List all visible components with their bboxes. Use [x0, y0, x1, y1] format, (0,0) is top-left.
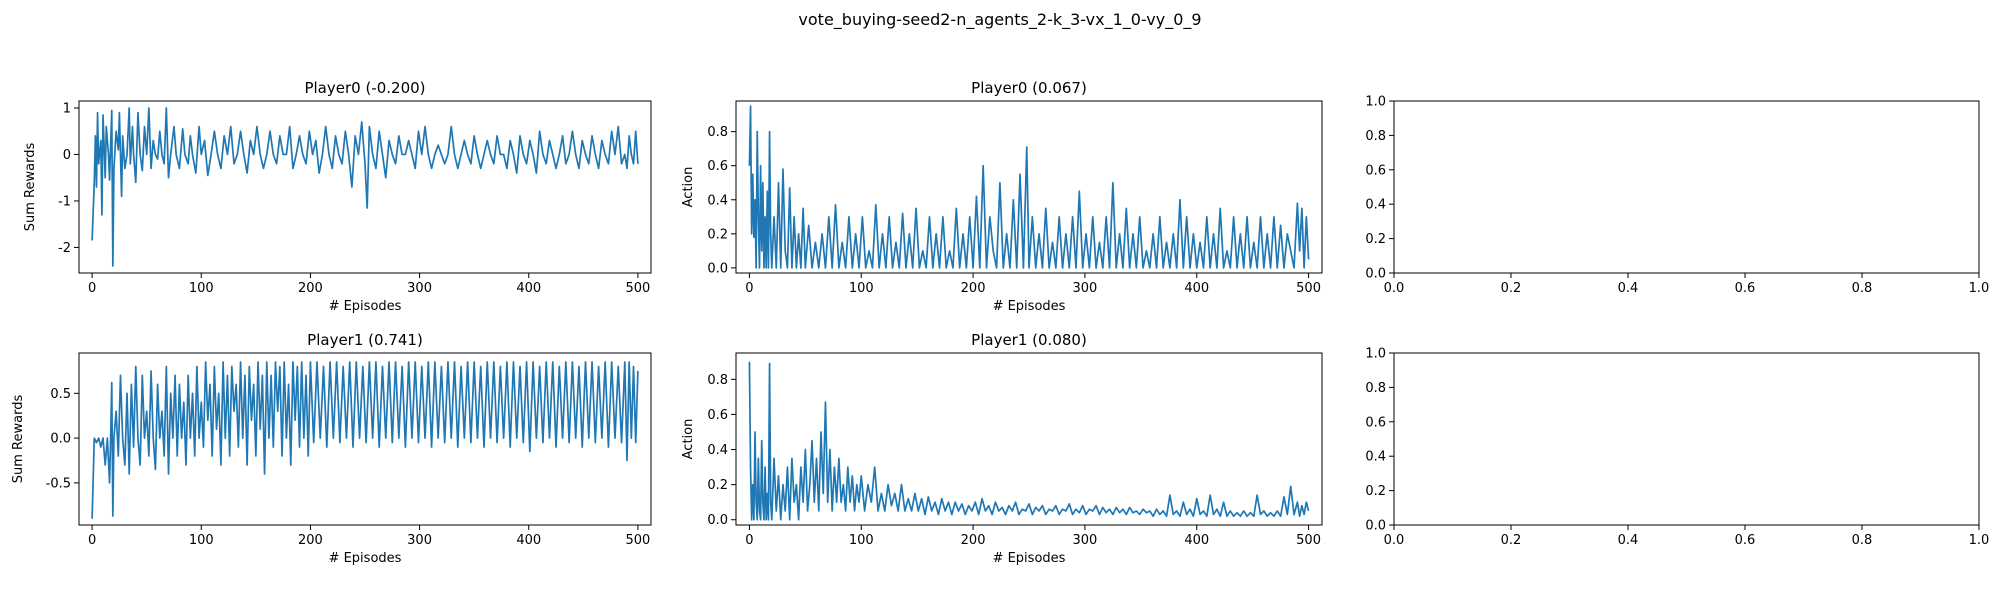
- y-tick-label: -2: [58, 241, 71, 256]
- x-tick-label: 200: [298, 533, 323, 548]
- subplot-empty-top: 0.0 0.2 0.4 0.6 0.8 1.0 0.0 0.2 0.4 0.6 0.8 1.0: [1365, 95, 1989, 297]
- y-tick-label: 0.0: [50, 432, 71, 447]
- x-tick-label: 500: [625, 281, 650, 296]
- series-line-p1-action-0: [748, 361, 1310, 521]
- y-tick-label: 0.4: [707, 443, 728, 458]
- x-tick-label: 400: [516, 281, 541, 296]
- axes-frame: [1393, 352, 1980, 526]
- y-tick-label: 1: [63, 101, 71, 116]
- subplot-title: Player0 (-0.200): [304, 79, 425, 97]
- x-tick-label: 0: [88, 533, 96, 548]
- y-tick-label: 0.5: [50, 387, 71, 402]
- y-tick-label: 0.8: [1365, 129, 1386, 144]
- series-line-p0-action-0: [748, 105, 1310, 269]
- x-tick-label: 0.6: [1735, 281, 1756, 296]
- y-tick-label: 0.4: [1365, 198, 1386, 213]
- x-tick-label: 400: [1184, 533, 1209, 548]
- x-tick-label: 200: [961, 533, 986, 548]
- x-tick-label: 0.6: [1735, 533, 1756, 548]
- x-tick-label: 500: [625, 533, 650, 548]
- y-tick-label: 1.0: [1365, 347, 1386, 362]
- y-tick-label: 0.0: [707, 513, 728, 528]
- y-tick-label: 0.8: [707, 373, 728, 388]
- x-tick-label: 0.8: [1852, 533, 1873, 548]
- x-tick-label: 100: [849, 533, 874, 548]
- y-tick-label: 0.6: [707, 159, 728, 174]
- x-tick-label: 400: [1184, 281, 1209, 296]
- figure-suptitle: vote_buying-seed2-n_agents_2-k_3-vx_1_0-…: [798, 10, 1201, 30]
- axes-frame: [735, 100, 1323, 274]
- x-tick-label: 300: [1073, 281, 1098, 296]
- x-tick-label: 0.4: [1618, 281, 1639, 296]
- y-tick-label: 0.0: [1365, 519, 1386, 534]
- axes-frame: [1393, 100, 1980, 274]
- x-tick-label: 0.2: [1501, 533, 1522, 548]
- x-tick-label: 300: [407, 533, 432, 548]
- x-tick-label: 100: [189, 533, 214, 548]
- x-tick-label: 0: [745, 281, 753, 296]
- axes-frame: [735, 352, 1323, 526]
- subplot-p1-action: 0 100 200 300 400 500 0.0 0.2 0.4 0.6 0.8 Player1 (…: [681, 331, 1323, 566]
- series-line-p1-rewards-0: [91, 361, 639, 519]
- y-tick-label: 0.0: [1365, 267, 1386, 282]
- subplot-p1-rewards: 0 100 200 300 400 500 -0.5 0.0 0.5 Player1 (0.741…: [11, 331, 652, 566]
- x-tick-label: 0.0: [1384, 533, 1405, 548]
- y-axis-label: Sum Rewards: [11, 395, 26, 484]
- x-tick-label: 400: [516, 533, 541, 548]
- y-tick-label: 0.4: [707, 193, 728, 208]
- x-axis-label: # Episodes: [329, 551, 402, 566]
- axes-frame: [78, 100, 652, 274]
- x-tick-label: 0.0: [1384, 281, 1405, 296]
- y-tick-label: 0.0: [707, 261, 728, 276]
- subplot-grid: 0 100 200 300 400 500 -2 -1 0 1 Player0 (-0.200) # …: [11, 79, 1989, 566]
- y-tick-label: -0.5: [46, 476, 71, 491]
- axes-frame: [78, 352, 652, 526]
- x-tick-label: 1.0: [1969, 533, 1990, 548]
- x-axis-label: # Episodes: [993, 551, 1066, 566]
- y-tick-label: 1.0: [1365, 95, 1386, 110]
- x-tick-label: 300: [407, 281, 432, 296]
- series-line-p0-rewards-0: [91, 107, 639, 267]
- y-axis-label: Action: [681, 167, 696, 208]
- y-tick-label: 0.8: [707, 125, 728, 140]
- x-tick-label: 100: [849, 281, 874, 296]
- x-tick-label: 0.8: [1852, 281, 1873, 296]
- y-axis-label: Action: [681, 419, 696, 460]
- x-tick-label: 0: [745, 533, 753, 548]
- x-tick-label: 0.2: [1501, 281, 1522, 296]
- y-tick-label: 0.2: [707, 478, 728, 493]
- x-tick-label: 300: [1073, 533, 1098, 548]
- x-tick-label: 200: [961, 281, 986, 296]
- x-tick-label: 100: [189, 281, 214, 296]
- subplot-p0-rewards: 0 100 200 300 400 500 -2 -1 0 1 Player0 (-0.200) # …: [23, 79, 652, 314]
- subplot-p0-action: 0 100 200 300 400 500 0.0 0.2 0.4 0.6 0.8 Player0 (…: [681, 79, 1323, 314]
- y-tick-label: 0.2: [707, 227, 728, 242]
- y-axis-label: Sum Rewards: [23, 143, 38, 232]
- subplot-empty-bottom: 0.0 0.2 0.4 0.6 0.8 1.0 0.0 0.2 0.4 0.6 0.8 1.0: [1365, 347, 1989, 549]
- y-tick-label: -1: [58, 194, 71, 209]
- x-tick-label: 1.0: [1969, 281, 1990, 296]
- x-axis-label: # Episodes: [329, 299, 402, 314]
- subplot-title: Player1 (0.741): [307, 331, 423, 349]
- y-tick-label: 0.6: [1365, 415, 1386, 430]
- y-tick-label: 0.2: [1365, 232, 1386, 247]
- x-tick-label: 500: [1296, 533, 1321, 548]
- x-tick-label: 0: [88, 281, 96, 296]
- y-tick-label: 0.8: [1365, 381, 1386, 396]
- y-tick-label: 0.2: [1365, 484, 1386, 499]
- y-tick-label: 0.6: [1365, 163, 1386, 178]
- subplot-title: Player1 (0.080): [971, 331, 1087, 349]
- x-tick-label: 500: [1296, 281, 1321, 296]
- y-tick-label: 0.6: [707, 408, 728, 423]
- y-tick-label: 0: [63, 148, 71, 163]
- x-tick-label: 200: [298, 281, 323, 296]
- x-tick-label: 0.4: [1618, 533, 1639, 548]
- subplot-title: Player0 (0.067): [971, 79, 1087, 97]
- x-axis-label: # Episodes: [993, 299, 1066, 314]
- y-tick-label: 0.4: [1365, 450, 1386, 465]
